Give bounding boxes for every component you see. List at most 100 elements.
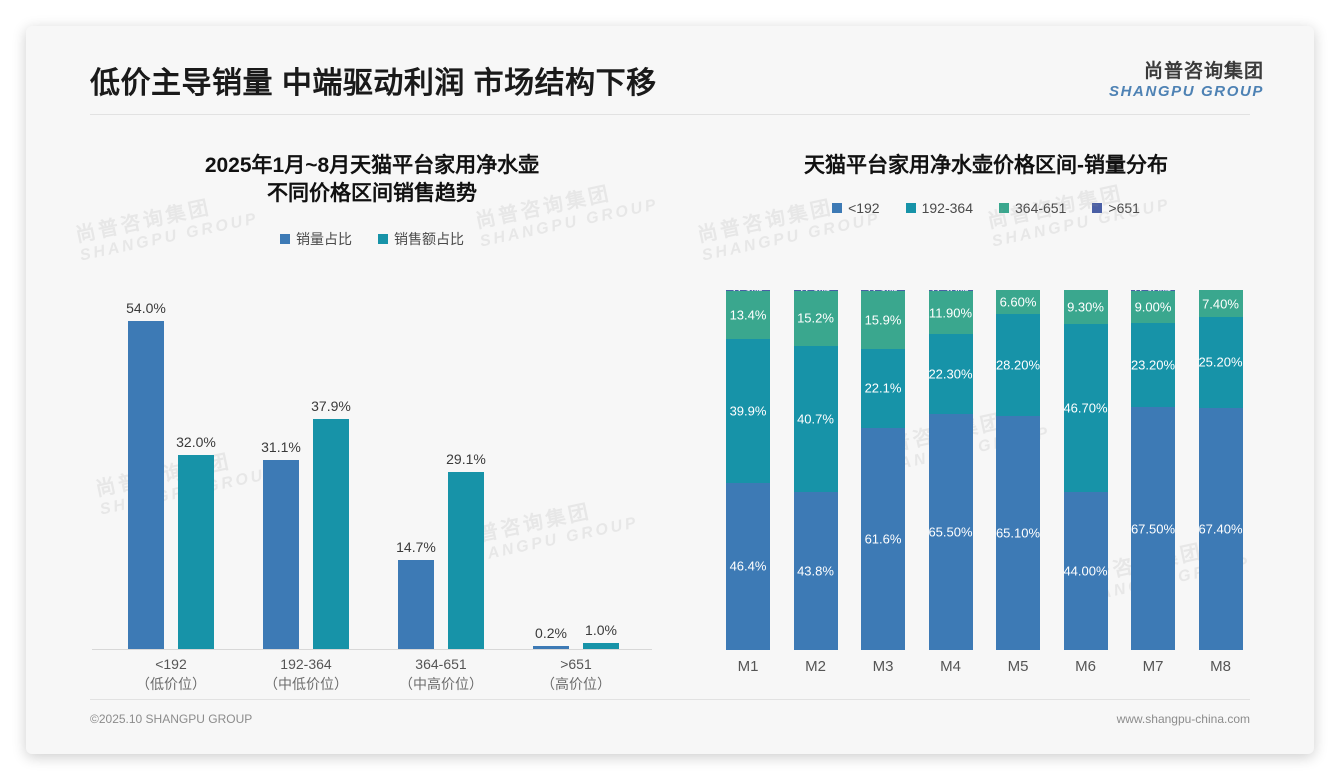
bar[interactable]: 32.0% <box>176 434 216 649</box>
stacked-bar[interactable]: 0.3% 15.2% 40.7% 43.8% <box>793 290 838 650</box>
stacked-bar[interactable]: 0.10%7.40%25.20%67.40% <box>1198 290 1243 650</box>
legend-item[interactable]: 销售额占比 <box>378 229 464 249</box>
stack-segment[interactable]: 6.60% <box>996 290 1040 315</box>
bar[interactable]: 54.0% <box>126 300 166 649</box>
stack-segment[interactable]: 25.20% <box>1198 316 1243 408</box>
stacked-bar[interactable]: 0.3% 13.4% 39.9% 46.4% <box>726 290 770 650</box>
stack-segment-label: 65.10% <box>996 525 1040 541</box>
stack-segment[interactable]: 0.3% <box>793 290 838 292</box>
legend-label: 364-651 <box>1015 200 1067 217</box>
slide-header: 低价主导销量 中端驱动利润 市场结构下移 尚普咨询集团 SHANGPU GROU… <box>26 26 1314 118</box>
footer-website: www.shangpu-china.com <box>1116 712 1250 726</box>
stack-segment-label: 43.8% <box>797 563 834 579</box>
stack-segment[interactable]: 67.40% <box>1198 407 1243 650</box>
stack-segment-label: 67.40% <box>1198 521 1243 537</box>
stacked-bar[interactable]: 0.3% 15.9% 22.1% 61.6% <box>861 290 905 650</box>
legend-item[interactable]: 销量占比 <box>280 229 352 249</box>
left-chart-category-labels: <192 （低价位） 192-364 （中低价位） 364-651 （中高价位） >651 （… <box>92 654 652 714</box>
stack-segment[interactable]: 23.20% <box>1131 323 1175 407</box>
stack-segment-label: 6.60% <box>999 294 1037 310</box>
stack-segment[interactable]: 67.50% <box>1131 407 1175 650</box>
category-label: 192-364 （中低价位） <box>245 654 367 695</box>
left-bar-chart-plot: 54.0% 32.0% 31.1% 37.9% 14.7% 29.1% 0.2% 1.0% <box>92 298 652 650</box>
bar[interactable]: 31.1% <box>261 439 301 649</box>
legend-label: 192-364 <box>921 200 973 217</box>
stacked-bar[interactable]: 0.00%6.60%28.20%65.10% <box>996 290 1040 650</box>
stack-segment-label: 13.4% <box>729 307 767 323</box>
logo-chinese-text: 尚普咨询集团 <box>1143 61 1264 82</box>
legend-label: 销售额占比 <box>394 230 464 247</box>
legend-item[interactable]: 192-364 <box>905 200 973 217</box>
stack-segment[interactable]: 22.1% <box>861 348 905 429</box>
stack-segment-label: 40.7% <box>797 411 834 427</box>
category-label-main: 192-364 <box>280 656 332 672</box>
stack-segment[interactable]: 28.20% <box>996 314 1040 416</box>
stack-segment[interactable]: 46.4% <box>726 482 770 650</box>
category-label-sub: （低价位） <box>136 676 206 693</box>
bar[interactable]: 29.1% <box>446 451 486 649</box>
stack-segment-label: 25.20% <box>1198 354 1243 370</box>
footer-divider <box>90 699 1250 700</box>
stack-segment-label: 0.3% <box>868 290 898 291</box>
legend-label: <192 <box>848 200 880 217</box>
month-label: M1 <box>737 658 759 675</box>
bar-rect <box>583 642 619 649</box>
slide-card: 低价主导销量 中端驱动利润 市场结构下移 尚普咨询集团 SHANGPU GROU… <box>26 26 1314 754</box>
stacked-bar[interactable]: 0.30% 9.00% 23.20% 67.50% <box>1131 290 1175 650</box>
stack-segment-label: 7.40% <box>1202 296 1239 312</box>
bar-rect <box>178 454 214 649</box>
stack-segment[interactable]: 15.2% <box>793 291 838 346</box>
bar-group: 31.1% 37.9% <box>245 297 367 649</box>
stack-segment[interactable]: 13.4% <box>726 291 770 340</box>
right-chart-month-labels: M1 M2 M3 M4 M5 M6 M7 M8 <box>718 658 1266 688</box>
legend-item[interactable]: <192 <box>832 200 880 216</box>
stack-segment[interactable]: 9.30% <box>1063 290 1108 324</box>
stack-segment[interactable]: 44.00% <box>1063 491 1108 650</box>
logo-english-text: SHANGPU GROUP <box>1109 82 1264 100</box>
stack-segment[interactable]: 40.7% <box>793 345 838 493</box>
stack-segment-label: 39.9% <box>729 403 767 419</box>
stack-segment[interactable]: 61.6% <box>861 428 905 650</box>
stack-segment[interactable]: 65.50% <box>928 414 973 650</box>
bar-group: 54.0% 32.0% <box>110 297 232 649</box>
stack-segment-label: 46.70% <box>1063 400 1108 416</box>
month-label: M3 <box>872 658 894 675</box>
stack-segment[interactable]: 9.00% <box>1131 291 1175 324</box>
stack-segment-label: 44.00% <box>1063 563 1108 579</box>
stack-segment[interactable]: 15.9% <box>861 291 905 349</box>
stacked-bar[interactable]: 0.00%9.30%46.70%44.00% <box>1063 290 1108 650</box>
category-label-sub: （中低价位） <box>264 676 348 693</box>
category-label-sub: （中高价位） <box>399 676 483 693</box>
stack-segment-label: 15.9% <box>864 312 902 328</box>
bar[interactable]: 14.7% <box>396 539 436 649</box>
stack-segment[interactable]: 43.8% <box>793 492 838 650</box>
stack-segment[interactable]: 46.70% <box>1063 323 1108 492</box>
legend-item[interactable]: >651 <box>1092 200 1140 216</box>
stack-segment-label: 0.3% <box>733 290 763 291</box>
stack-segment[interactable]: 0.3% <box>861 290 905 292</box>
stack-segment[interactable]: 0.30% <box>1131 290 1175 292</box>
bar-value-label: 1.0% <box>585 621 617 638</box>
left-chart-title: 2025年1月~8月天猫平台家用净水壶 不同价格区间销售趋势 <box>56 152 688 209</box>
watermark: 尚普咨询集团 SHANGPU GROUP <box>695 196 883 265</box>
stack-segment-label: 0.30% <box>1135 290 1172 291</box>
legend-item[interactable]: 364-651 <box>999 200 1066 216</box>
bar[interactable]: 0.2% <box>533 625 569 649</box>
stack-segment[interactable]: 0.20% <box>928 290 973 292</box>
legend-label: >651 <box>1108 200 1140 217</box>
bar[interactable]: 37.9% <box>311 398 351 649</box>
stack-segment[interactable]: 7.40% <box>1198 290 1243 317</box>
bar-value-label: 32.0% <box>176 433 216 450</box>
stacked-bar[interactable]: 0.20% 11.90% 22.30% 65.50% <box>928 290 973 650</box>
stack-segment[interactable]: 0.3% <box>726 290 770 292</box>
month-label: M6 <box>1075 658 1096 675</box>
stack-segment-label: 28.20% <box>996 357 1040 373</box>
stack-segment[interactable]: 65.10% <box>996 415 1040 650</box>
stack-segment[interactable]: 39.9% <box>726 339 770 483</box>
bar-group: 14.7% 29.1% <box>380 297 502 649</box>
legend-label: 销量占比 <box>296 230 352 247</box>
stack-segment[interactable]: 11.90% <box>928 291 973 334</box>
bar[interactable]: 1.0% <box>583 622 619 649</box>
stack-segment-label: 22.1% <box>864 380 902 396</box>
stack-segment[interactable]: 22.30% <box>928 333 973 415</box>
